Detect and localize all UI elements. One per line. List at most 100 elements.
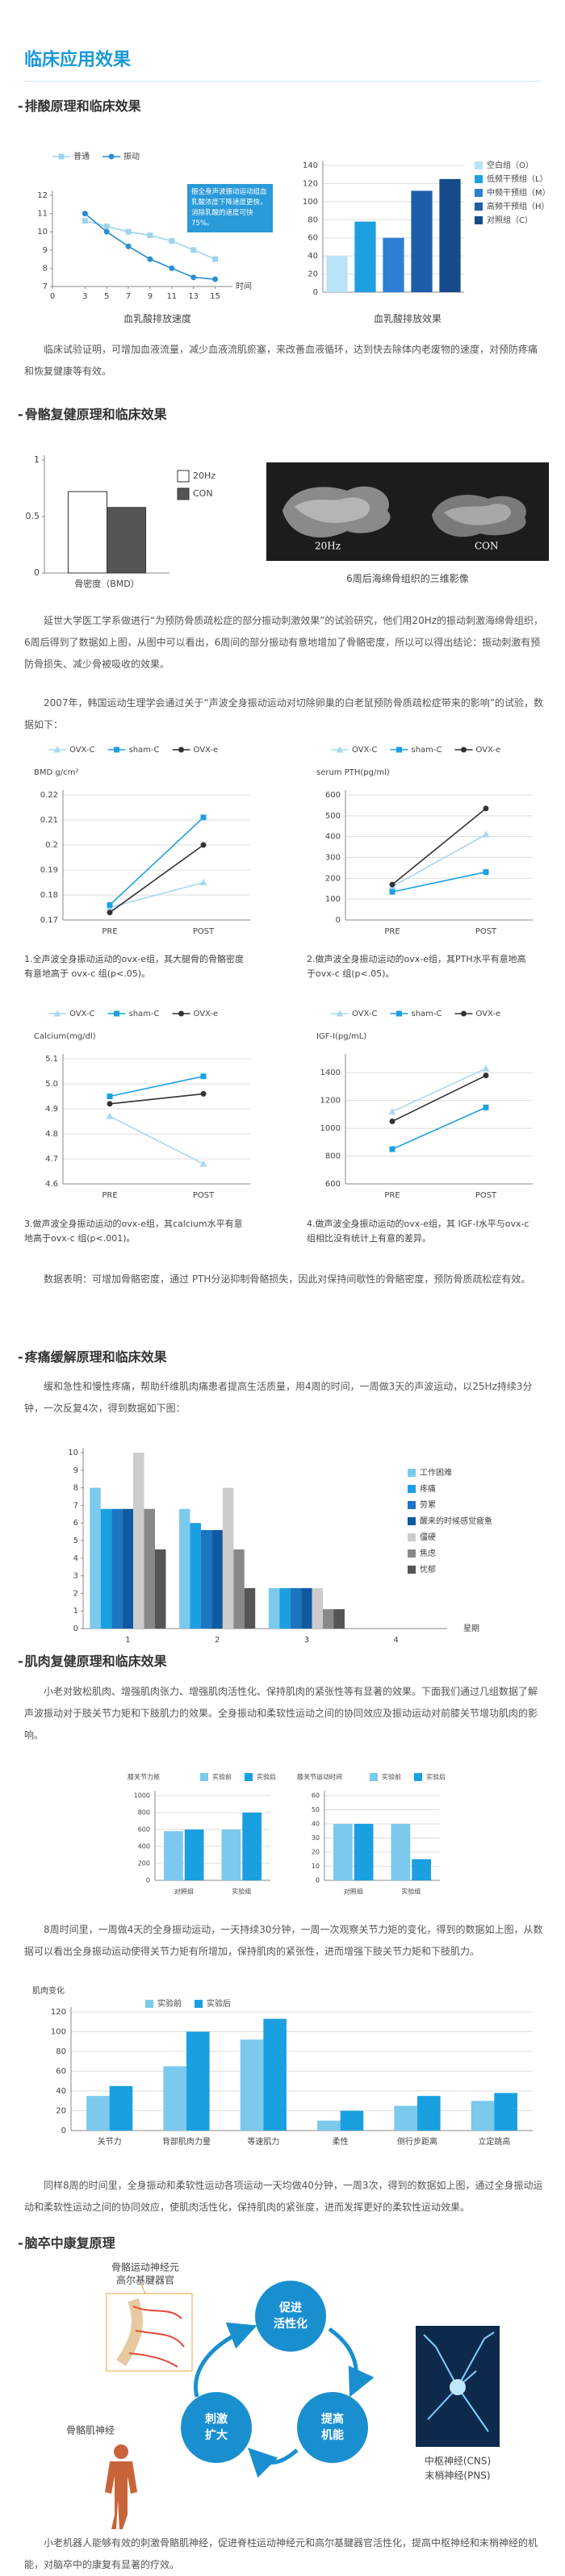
- x-tick-label: 5: [104, 292, 109, 301]
- y-tick-label: 120: [303, 179, 318, 188]
- legend-swatch: [408, 1517, 416, 1525]
- paragraph: 延世大学医工学系做进行“为预防骨质疏松症的部分振动刺激效果”的试验研究，他们用2…: [24, 615, 544, 670]
- y-tick-label: 8: [73, 1484, 78, 1493]
- legend-swatch: [475, 175, 483, 183]
- series-line: [109, 817, 204, 905]
- series-line: [391, 871, 487, 893]
- chart-annotation: 振全身声波振动运动组血乳酸浓度下降速度更快，消除乳酸的速度可快75%。: [187, 184, 273, 232]
- step-circle: [181, 2392, 252, 2463]
- point: [147, 232, 153, 239]
- x-axis-label: 时间: [236, 281, 252, 291]
- series-line: [109, 1115, 204, 1165]
- x-tick-label: POST: [193, 1191, 215, 1200]
- y-tick-label: 4.7: [45, 1155, 58, 1164]
- y-tick-label: 9: [73, 1466, 78, 1475]
- chart-caption: 1.全声波全身振动运动的ovx-e组，其大腿骨的骨骼密度有意地高于 ovx-c …: [24, 954, 244, 979]
- point: [125, 228, 132, 235]
- point: [200, 814, 207, 821]
- y-tick-label: 200: [138, 1860, 150, 1867]
- bar: [383, 237, 404, 292]
- y-tick-label: 1000: [320, 1124, 341, 1133]
- bar: [67, 491, 107, 574]
- step-label: 机能: [321, 2428, 344, 2442]
- diagram-label: 骨骼运动神经元: [111, 2261, 179, 2273]
- point: [212, 276, 219, 282]
- legend-label: OVX-e: [476, 1010, 501, 1018]
- y-tick-label: 140: [303, 161, 318, 170]
- step-label: 活性化: [274, 2317, 308, 2331]
- bar: [200, 1529, 212, 1629]
- point: [169, 265, 175, 271]
- y-tick-label: 0.2: [45, 841, 58, 850]
- legend-swatch: [408, 1501, 416, 1509]
- y-tick-label: 120: [51, 2008, 66, 2017]
- neuron-dendrites: [423, 2331, 495, 2432]
- y-tick-label: 40: [308, 252, 318, 261]
- section-heading: 骨骼复健原理和临床效果: [18, 404, 167, 423]
- bar: [211, 1529, 223, 1629]
- bar: [290, 1587, 302, 1629]
- y-tick-label: 0: [34, 567, 40, 578]
- step-label: 促进: [278, 2301, 302, 2315]
- image-label: 20Hz: [315, 541, 341, 552]
- point: [389, 881, 396, 888]
- legend-label: 忧郁: [420, 1564, 436, 1574]
- chart-title: IGF-Ⅰ(pg/mL): [316, 1032, 366, 1041]
- legend-label: 对照组（C）: [487, 215, 533, 225]
- legend-swatch: [177, 470, 190, 483]
- y-tick-label: 500: [325, 812, 341, 821]
- x-tick-label: PRE: [384, 1191, 400, 1200]
- point: [147, 256, 153, 262]
- legend-label: OVX-C: [352, 1010, 377, 1018]
- y-tick-label: 100: [325, 895, 341, 904]
- x-tick-label: 柔性: [333, 2136, 349, 2147]
- series-line: [391, 1068, 487, 1113]
- y-tick-label: 1200: [320, 1097, 341, 1106]
- point: [190, 274, 197, 281]
- y-tick-label: 5.0: [45, 1080, 58, 1089]
- legend-marker: [396, 1010, 402, 1017]
- legend-label: 实验后: [207, 1998, 231, 2009]
- y-tick-label: 3: [73, 1572, 78, 1581]
- bar: [412, 1859, 431, 1880]
- chart-title: Calcium(mg/dl): [34, 1032, 96, 1041]
- x-tick-label: 3: [304, 1636, 309, 1645]
- y-tick-label: 30: [312, 1834, 320, 1842]
- point: [200, 842, 207, 848]
- y-tick-label: 80: [308, 215, 318, 224]
- paragraph: 小老机器人能够有效的刺激骨骼肌神经，促进脊柱运动神经元和高尔基腱器官活性化，提高…: [24, 2537, 538, 2570]
- x-tick-label: 关节力: [98, 2136, 122, 2147]
- legend-label: OVX-C: [352, 746, 377, 755]
- y-tick-label: 300: [325, 854, 341, 863]
- x-tick-label: PRE: [102, 927, 117, 936]
- x-tick-label: 等速肌力: [247, 2136, 279, 2147]
- point: [107, 910, 113, 916]
- bar: [279, 1587, 291, 1629]
- bone-scan-image: 20Hz CON: [266, 462, 549, 561]
- legend-label: 实验前: [382, 1773, 401, 1781]
- y-tick-label: 20: [308, 270, 318, 279]
- legend-marker: [113, 746, 119, 753]
- point: [82, 218, 88, 224]
- legend-label: OVX-e: [194, 1010, 219, 1018]
- legend-swatch: [145, 2000, 153, 2008]
- y-tick-label: 0: [316, 1877, 320, 1884]
- bar: [111, 1508, 123, 1629]
- y-tick-label: 0.18: [40, 891, 58, 900]
- point: [389, 889, 396, 895]
- paragraph: 8周时间里，一周做4天的全身振动运动，一天持续30分钟，一周一次观察关节力矩的变…: [24, 1924, 543, 1957]
- section-heading: 疼痛缓解原理和临床效果: [18, 1346, 167, 1365]
- bar: [154, 1549, 166, 1629]
- y-tick-label: 400: [138, 1843, 150, 1850]
- bar: [164, 1831, 183, 1880]
- series-line: [109, 1093, 204, 1105]
- series-line: [84, 212, 216, 280]
- x-tick-label: PRE: [102, 1191, 117, 1200]
- legend-swatch: [408, 1469, 416, 1477]
- legend-label: 实验前: [212, 1773, 232, 1781]
- y-tick-label: 5: [73, 1537, 78, 1545]
- y-tick-label: 40: [312, 1821, 320, 1828]
- chart-title: 膝关节运动时间: [297, 1773, 342, 1781]
- cycle-arrow: [194, 2322, 257, 2398]
